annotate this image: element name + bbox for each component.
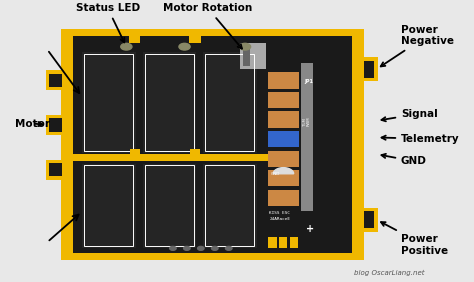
Text: Telemetry: Telemetry — [382, 134, 460, 144]
Bar — [240, 43, 266, 69]
Bar — [268, 131, 299, 147]
Bar — [143, 52, 196, 153]
Text: KISS ESC
24ARaceE: KISS ESC 24ARaceE — [269, 212, 290, 221]
Bar — [268, 190, 299, 206]
Bar — [84, 166, 133, 246]
Circle shape — [179, 43, 190, 50]
Bar — [268, 151, 299, 167]
Polygon shape — [273, 168, 294, 174]
Bar — [360, 57, 378, 81]
Bar — [82, 164, 136, 248]
Bar — [46, 160, 67, 180]
Circle shape — [226, 246, 232, 250]
Text: PWM: PWM — [307, 116, 311, 126]
Circle shape — [211, 246, 218, 250]
Bar — [46, 115, 67, 135]
Bar — [279, 237, 287, 248]
Bar — [268, 237, 277, 248]
Bar — [46, 70, 67, 90]
Bar — [268, 92, 299, 108]
Circle shape — [239, 43, 251, 50]
Text: GND: GND — [382, 154, 427, 166]
Bar — [49, 163, 62, 176]
Bar — [364, 61, 374, 78]
Bar — [243, 45, 250, 66]
Text: Signal: Signal — [382, 109, 438, 121]
Bar — [268, 111, 299, 128]
Bar — [84, 54, 133, 151]
Text: +: + — [306, 224, 314, 234]
Bar — [190, 155, 201, 160]
Circle shape — [121, 43, 132, 50]
Bar — [290, 237, 298, 248]
Bar — [129, 149, 140, 154]
Bar — [205, 166, 255, 246]
Text: Status LED: Status LED — [76, 3, 140, 42]
Text: Motor Rotation: Motor Rotation — [163, 3, 253, 49]
Bar — [301, 63, 312, 212]
Text: GND: GND — [271, 172, 280, 176]
Text: JP1: JP1 — [304, 79, 313, 84]
Text: blog OscarLiang.net: blog OscarLiang.net — [355, 270, 425, 276]
Bar — [128, 36, 140, 43]
Bar — [129, 155, 140, 160]
Text: TLM: TLM — [303, 118, 307, 126]
Bar — [61, 28, 364, 260]
Bar — [82, 52, 136, 153]
Bar — [268, 170, 299, 186]
Bar — [145, 54, 194, 151]
Bar — [189, 36, 201, 43]
Bar — [73, 154, 277, 161]
Bar — [190, 149, 201, 154]
Bar — [364, 211, 374, 228]
Text: Motor: Motor — [15, 118, 50, 129]
Text: Power
Negative: Power Negative — [381, 25, 454, 66]
Bar — [143, 164, 196, 248]
Circle shape — [170, 246, 176, 250]
Bar — [145, 166, 194, 246]
Bar — [203, 52, 257, 153]
Circle shape — [183, 246, 190, 250]
Bar — [49, 74, 62, 87]
Bar — [49, 118, 62, 132]
Bar — [73, 36, 352, 253]
Bar — [360, 208, 378, 232]
Circle shape — [198, 246, 204, 250]
Bar — [268, 72, 299, 89]
Bar — [205, 54, 255, 151]
Bar — [203, 164, 257, 248]
Text: Power
Positive: Power Positive — [381, 222, 448, 256]
